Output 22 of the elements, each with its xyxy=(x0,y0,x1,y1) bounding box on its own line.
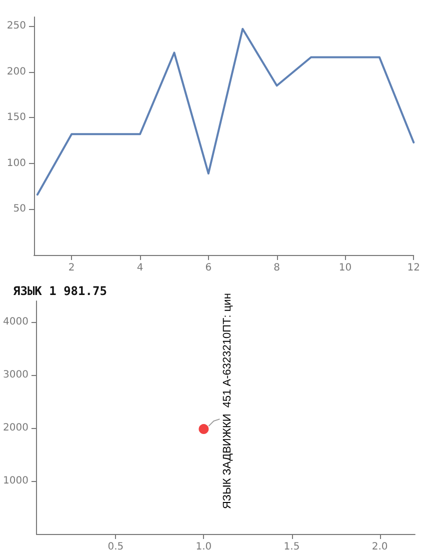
y-tick-label: 50 xyxy=(13,204,26,215)
y-tick-label: 1000 xyxy=(2,476,28,487)
line-series xyxy=(36,28,415,196)
annotation: ЯЗЫК ЗАДВИЖКИ 451 А-6323210ПТ: цин xyxy=(222,293,234,510)
x-tick-label: 2 xyxy=(68,262,75,274)
y-tick-label: 250 xyxy=(6,20,26,32)
y-tick-label: 150 xyxy=(6,112,26,124)
y-tick-label: 4000 xyxy=(2,316,28,328)
x-tick-label: 0.5 xyxy=(108,542,124,552)
y-tick-label: 200 xyxy=(6,66,26,78)
x-tick-label: 1.0 xyxy=(196,542,212,552)
y-tick-label: 2000 xyxy=(2,422,28,434)
x-tick-label: 2.0 xyxy=(372,542,388,552)
y-tick-label: 3000 xyxy=(2,370,28,381)
x-tick-label: 12 xyxy=(407,262,420,274)
x-tick-label: 1.5 xyxy=(284,542,300,552)
y-tick-label: 100 xyxy=(6,158,26,169)
x-tick-label: 8 xyxy=(274,262,280,274)
x-tick-label: 10 xyxy=(338,262,352,274)
x-tick-label: 4 xyxy=(136,262,144,274)
chart-title: ЯЗЫК 1 981.75 xyxy=(13,284,107,298)
x-tick-label: 6 xyxy=(205,262,212,274)
